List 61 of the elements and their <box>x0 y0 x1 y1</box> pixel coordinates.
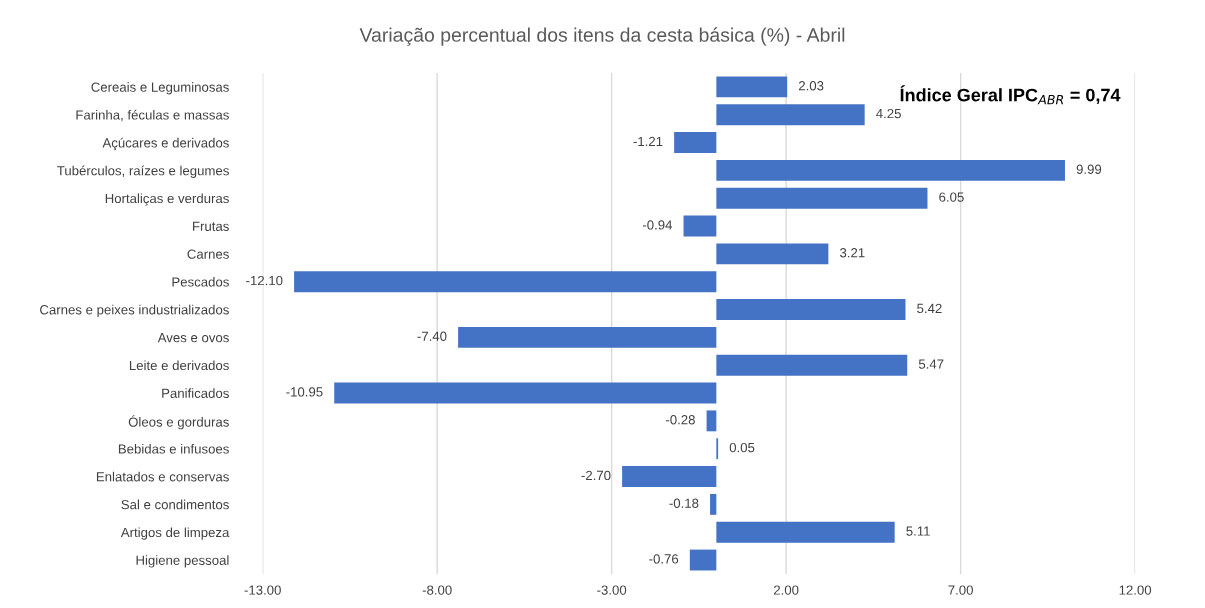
data-label: -0.18 <box>669 498 699 508</box>
data-label: -0.28 <box>665 415 695 425</box>
y-tick-label: Tubérculos, raízes e legumes <box>57 165 229 178</box>
y-tick-label: Cereais e Leguminosas <box>91 82 229 95</box>
data-label: -2.70 <box>581 470 611 481</box>
bar <box>683 215 717 237</box>
y-tick-label: Frutas <box>193 221 229 231</box>
bar <box>716 187 928 209</box>
y-tick-label: Pescados <box>172 276 229 287</box>
x-tick-label: -3.00 <box>597 585 627 595</box>
y-tick-label: Carnes <box>187 249 229 259</box>
y-tick-label: Higiene pessoal <box>136 555 229 568</box>
data-label: -1.21 <box>633 136 663 146</box>
data-label: -12.10 <box>246 275 283 286</box>
x-tick-label: 7.00 <box>948 585 973 595</box>
bar <box>716 104 865 126</box>
data-label: 5.11 <box>906 526 930 536</box>
data-label: 4.25 <box>876 108 901 119</box>
bar <box>716 521 895 543</box>
bar <box>716 299 906 320</box>
bar <box>710 493 717 515</box>
data-label: 5.47 <box>918 359 944 369</box>
bar <box>716 159 1065 181</box>
chart-title: Variação percentual dos itens da cesta básica (%) - Abril <box>359 27 845 46</box>
data-label: -0.76 <box>649 554 679 564</box>
y-tick-label: Panificados <box>162 388 229 398</box>
data-label: -0.94 <box>642 220 673 230</box>
data-label: 5.42 <box>917 303 942 314</box>
y-tick-label: Bebidas e infusoes <box>118 443 229 454</box>
data-label: 6.05 <box>939 192 964 202</box>
data-label: 0.05 <box>729 442 755 453</box>
y-tick-label: Açúcares e derivados <box>102 137 229 151</box>
bar <box>622 466 717 487</box>
x-tick-label: -13.00 <box>244 585 281 595</box>
y-tick-label: Óleos e gorduras <box>128 415 229 430</box>
y-tick-label: Enlatados e conservas <box>96 471 229 482</box>
bar <box>716 76 788 98</box>
y-tick-label: Leite e derivados <box>129 360 229 371</box>
bar <box>716 243 829 265</box>
data-label: -7.40 <box>417 331 447 341</box>
bar <box>334 382 717 404</box>
x-tick-label: 12.00 <box>1119 585 1152 595</box>
y-tick-label: Aves e ovos <box>157 333 229 343</box>
bar <box>716 354 908 376</box>
y-tick-label: Farinha, féculas e massas <box>76 109 229 122</box>
bar <box>689 549 717 571</box>
bar <box>458 326 717 348</box>
bar <box>706 410 717 432</box>
x-tick-label: 2.00 <box>773 585 799 595</box>
data-label: -10.95 <box>286 387 323 397</box>
data-label: 3.21 <box>839 248 865 258</box>
data-label: 9.99 <box>1076 164 1102 174</box>
bar <box>674 132 717 153</box>
y-tick-label: Hortaliças e verduras <box>105 193 229 206</box>
x-tick-label: -8.00 <box>422 585 452 595</box>
y-tick-label: Carnes e peixes industrializados <box>40 304 229 318</box>
annotation: Índice Geral IPC$_{ABR}$ = 0,74 <box>900 85 1121 105</box>
bar <box>294 271 717 293</box>
data-label: 2.03 <box>798 81 824 91</box>
y-tick-label: Sal e condimentos <box>121 499 229 510</box>
y-tick-label: Artigos de limpeza <box>120 527 230 540</box>
